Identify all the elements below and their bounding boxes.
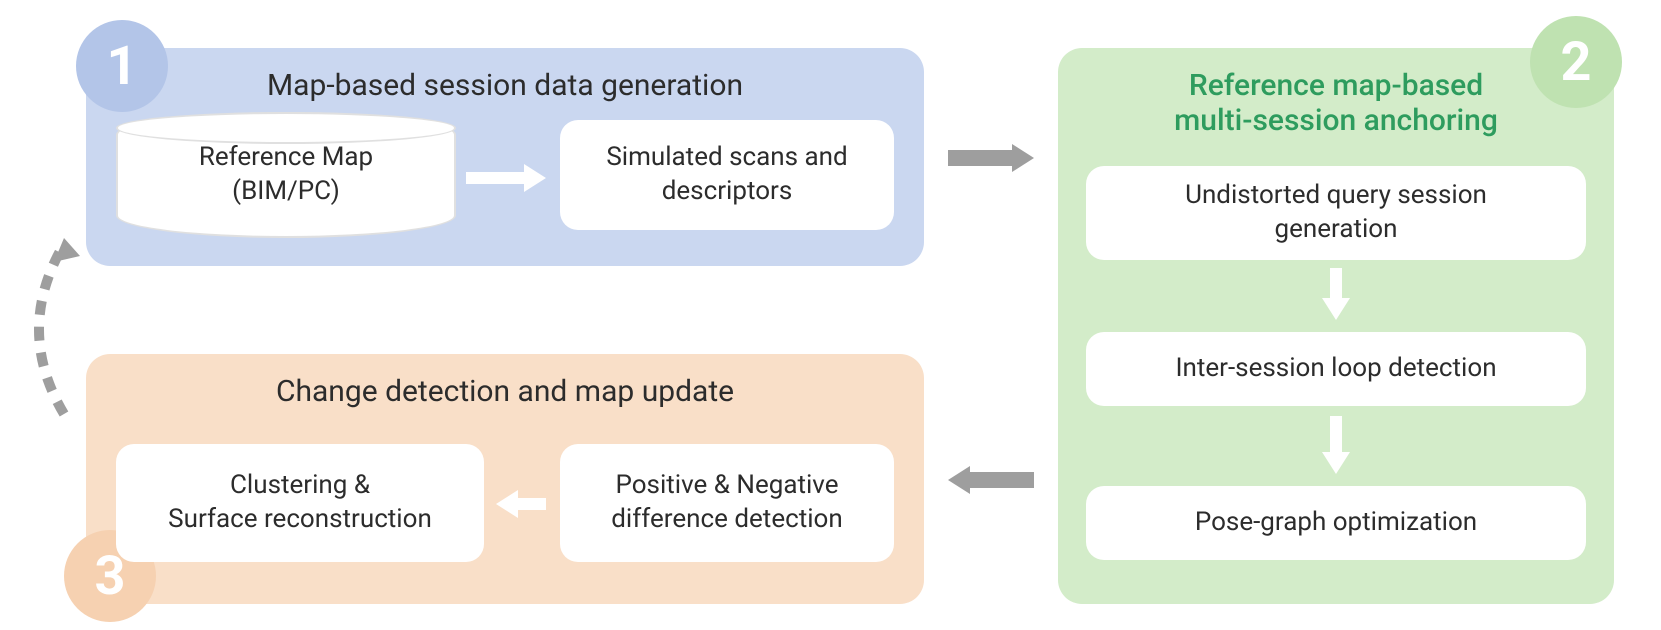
node-reference-map-line1: Reference Map bbox=[199, 141, 373, 175]
node-posneg-line2: difference detection bbox=[611, 503, 842, 537]
panel-change-detection: 3 Change detection and map update Cluste… bbox=[86, 354, 924, 604]
arrow-panel3-to-panel1-dashed bbox=[0, 224, 84, 434]
node-undistorted-query: Undistorted query session generation bbox=[1086, 166, 1586, 260]
arrow-panel1-to-panel2 bbox=[928, 128, 1054, 188]
node-undistorted-line2: generation bbox=[1275, 213, 1398, 247]
arrow-panel2-to-panel3 bbox=[928, 450, 1054, 510]
arrow-inter-to-pose bbox=[1306, 396, 1366, 494]
node-pose-graph-line1: Pose-graph optimization bbox=[1195, 506, 1477, 540]
node-clustering-line2: Surface reconstruction bbox=[168, 503, 432, 537]
node-inter-session-line1: Inter-session loop detection bbox=[1175, 352, 1496, 386]
badge-step-1: 1 bbox=[76, 20, 168, 112]
arrow-posneg-to-cluster bbox=[476, 474, 566, 534]
node-clustering: Clustering & Surface reconstruction bbox=[116, 444, 484, 562]
node-simulated-scans-line1: Simulated scans and bbox=[606, 141, 847, 175]
panel-1-title: Map-based session data generation bbox=[106, 68, 904, 103]
node-inter-session-loop: Inter-session loop detection bbox=[1086, 332, 1586, 406]
node-undistorted-line1: Undistorted query session bbox=[1185, 179, 1487, 213]
node-reference-map: Reference Map (BIM/PC) bbox=[116, 112, 456, 238]
panel-2-title-line2: multi-session anchoring bbox=[1174, 103, 1498, 138]
panel-2-title: Reference map-based multi-session anchor… bbox=[1078, 68, 1594, 138]
arrow-refmap-to-sim bbox=[446, 148, 566, 208]
badge-step-1-text: 1 bbox=[107, 35, 138, 98]
panel-2-title-line1: Reference map-based bbox=[1189, 68, 1483, 103]
node-clustering-line1: Clustering & bbox=[230, 469, 370, 503]
badge-step-2: 2 bbox=[1530, 16, 1622, 108]
panel-3-title: Change detection and map update bbox=[106, 374, 904, 409]
arrow-undistorted-to-inter bbox=[1306, 248, 1366, 340]
node-pose-graph: Pose-graph optimization bbox=[1086, 486, 1586, 560]
badge-step-2-text: 2 bbox=[1561, 31, 1592, 94]
node-simulated-scans-line2: descriptors bbox=[662, 175, 793, 209]
node-positive-negative: Positive & Negative difference detection bbox=[560, 444, 894, 562]
node-simulated-scans: Simulated scans and descriptors bbox=[560, 120, 894, 230]
node-reference-map-line2: (BIM/PC) bbox=[232, 175, 340, 209]
panel-reference-anchoring: 2 Reference map-based multi-session anch… bbox=[1058, 48, 1614, 604]
node-posneg-line1: Positive & Negative bbox=[615, 469, 838, 503]
panel-map-based-generation: 1 Map-based session data generation Refe… bbox=[86, 48, 924, 266]
